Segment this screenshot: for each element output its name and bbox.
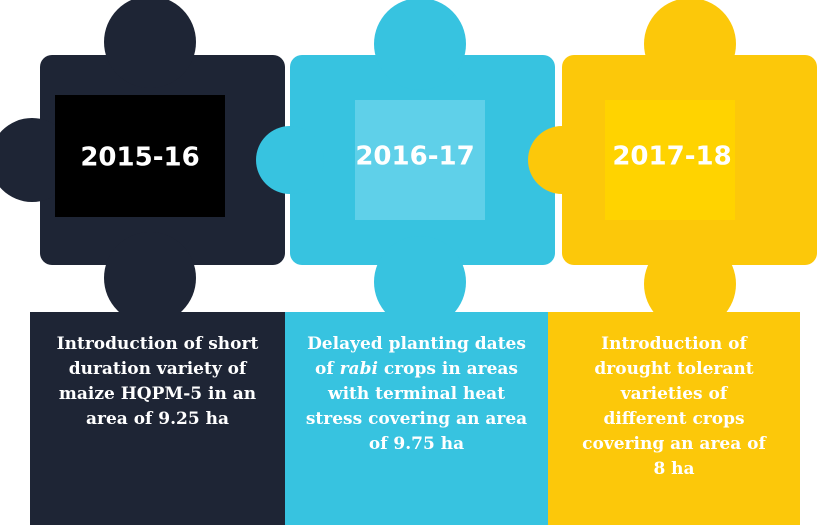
year: 2017-18 <box>612 142 731 172</box>
year-panel <box>355 100 485 220</box>
year: 2015-16 <box>80 143 199 173</box>
description-box: Introduction of drought tolerant varieti… <box>548 312 800 525</box>
year: 2016-17 <box>355 142 474 172</box>
description-italic: rabi <box>339 359 378 379</box>
description-box: Delayed planting dates of rabi crops in … <box>285 312 548 525</box>
gears: 2015-16 2016-17 2017-18 <box>0 0 817 312</box>
year-panel <box>55 95 225 217</box>
description: Introduction of short duration variety o… <box>56 334 259 429</box>
description: crops in areas with terminal heat stress… <box>305 359 528 454</box>
year-panel <box>605 100 735 220</box>
description-box: Introduction of short duration variety o… <box>30 312 285 525</box>
description: Introduction of drought tolerant varieti… <box>582 334 766 479</box>
description: Delayed planting dates of <box>307 334 526 379</box>
